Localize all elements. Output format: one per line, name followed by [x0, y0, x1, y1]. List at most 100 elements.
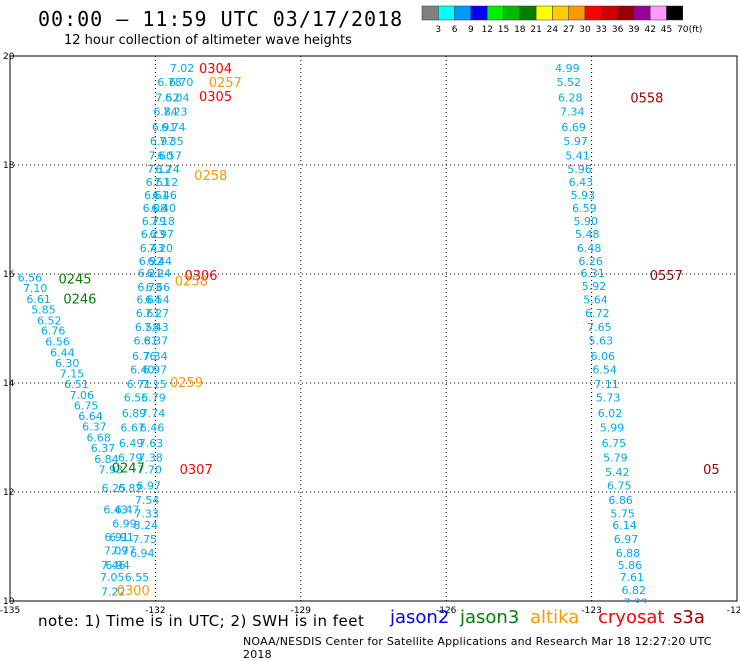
wave-height-value: 4.99: [555, 62, 580, 75]
wave-height-value: 5.75: [610, 507, 635, 520]
wave-height-value: 6.79: [118, 452, 143, 465]
pass-time-label: 0307: [180, 463, 213, 478]
wave-height-value: 7.11: [594, 378, 619, 391]
wave-height-value: 5.73: [596, 392, 621, 405]
wave-height-value: 6.54: [145, 294, 170, 307]
wave-height-value: 6.68: [86, 432, 111, 445]
wave-height-value: 6.91: [152, 121, 177, 134]
wave-height-value: 6.26: [578, 255, 603, 268]
wave-height-value: 6.02: [598, 407, 623, 420]
wave-height-value: 6.97: [149, 228, 174, 241]
pass-time-label: 0258: [194, 169, 227, 184]
wave-height-value: 5.63: [589, 334, 614, 347]
wave-height-value: 6.47: [115, 503, 140, 516]
wave-height-value: 6.84: [94, 453, 119, 466]
wave-height-chart: -135-132-129-126-123-1202018161412106.56…: [0, 52, 740, 616]
colorbar-label: 9: [468, 25, 474, 34]
wave-height-value: 6.74: [161, 121, 186, 134]
y-tick-label: 18: [3, 161, 15, 171]
wave-height-value: 6.57: [157, 150, 182, 163]
wave-height-value: 6.40: [130, 363, 155, 376]
wave-height-value: 7.02: [170, 62, 195, 75]
colorbar-label: 70: [677, 25, 689, 34]
y-tick-label: 16: [3, 270, 15, 280]
wave-height-value: 5.52: [557, 76, 582, 89]
colorbar-legend: 3 6 9 12 15 18 21 24 27 30 33 36 39 42 45 70 (ft): [421, 5, 703, 34]
wave-height-value: 6.49: [119, 437, 144, 450]
colorbar-label: 18: [514, 25, 526, 34]
wave-height-value: 7.63: [139, 437, 164, 450]
wave-height-value: 6.56: [18, 271, 43, 284]
pass-time-label: 0300: [117, 584, 150, 599]
wave-height-value: 6.56: [45, 336, 70, 349]
colorbar-label: 30: [579, 25, 591, 34]
wave-height-value: 6.61: [26, 293, 51, 306]
wave-height-value: 5.79: [603, 452, 628, 465]
wave-height-value: 6.97: [143, 363, 168, 376]
y-tick-label: 10: [3, 597, 15, 607]
legend-jason3: jason3: [460, 607, 520, 628]
wave-height-value: 6.55: [125, 571, 150, 584]
data-layer: 6.567.106.615.856.526.766.566.446.307.15…: [18, 62, 720, 603]
wave-height-value: 6.76: [132, 350, 157, 363]
wave-height-value: 7.06: [69, 389, 94, 402]
wave-height-value: 6.92: [139, 255, 164, 268]
wave-height-value: 6.55: [124, 392, 149, 405]
wave-height-value: 6.73: [137, 281, 162, 294]
wave-height-value: 7.38: [138, 452, 163, 465]
wave-height-value: 5.90: [574, 215, 599, 228]
wave-height-value: 6.67: [120, 422, 145, 435]
y-tick-label: 12: [3, 488, 14, 498]
wave-height-value: 5.97: [563, 135, 588, 148]
pass-time-label: 0306: [184, 269, 217, 284]
y-tick-label: 20: [3, 52, 15, 62]
colorbar-label: 21: [530, 25, 541, 34]
wave-height-value: 6.37: [82, 421, 107, 434]
wave-height-value: 7.60: [148, 150, 173, 163]
wave-height-value: 7.18: [150, 215, 175, 228]
wave-height-value: 7.74: [141, 407, 166, 420]
wave-height-value: 6.75: [602, 437, 627, 450]
wave-height-value: 7.77: [111, 544, 136, 557]
wave-height-value: 7.22: [101, 586, 126, 599]
legend-altika: altika: [530, 607, 580, 628]
pass-time-label: 0246: [63, 293, 96, 308]
wave-height-value: 6.54: [592, 363, 617, 376]
wave-height-value: 6.04: [165, 91, 190, 104]
wave-height-value: 6.71: [127, 378, 152, 391]
wave-height-value: 6.94: [105, 559, 130, 572]
colorbar-label: 39: [628, 25, 640, 34]
wave-height-value: 6.14: [612, 519, 637, 532]
wave-height-value: 7.15: [60, 368, 85, 381]
wave-height-value: 6.37: [91, 442, 116, 455]
wave-height-value: 6.64: [78, 410, 103, 423]
y-tick-label: 14: [3, 379, 15, 389]
wave-height-value: 6.23: [141, 228, 166, 241]
wave-height-value: 6.97: [150, 135, 175, 148]
wave-height-value: 5.93: [571, 189, 596, 202]
wave-height-value: 5.86: [618, 559, 643, 572]
wave-height-value: 7.65: [587, 321, 612, 334]
wave-height-value: 6.97: [136, 479, 161, 492]
wave-height-value: 6.24: [147, 267, 172, 280]
wave-height-value: 6.64: [136, 294, 161, 307]
wave-height-value: 6.82: [118, 482, 143, 495]
wave-height-value: 7.10: [23, 282, 48, 295]
colorbar-label: 27: [563, 25, 574, 34]
wave-height-value: 6.75: [607, 479, 632, 492]
wave-height-value: 6.58: [135, 321, 160, 334]
wave-height-value: 6.51: [64, 378, 89, 391]
colorbar-label: 36: [612, 25, 624, 34]
wave-height-value: 6.40: [151, 202, 176, 215]
colorbar-unit: (ft): [689, 25, 703, 34]
wave-height-value: 6.97: [614, 533, 639, 546]
wave-height-value: 6.66: [146, 281, 171, 294]
wave-height-value: 6.61: [144, 189, 169, 202]
wave-height-value: 6.79: [141, 392, 166, 405]
wave-height-value: 6.99: [112, 518, 137, 531]
wave-height-value: 6.44: [50, 346, 75, 359]
wave-height-value: 6.75: [74, 399, 99, 412]
wave-height-value: 6.78: [157, 76, 182, 89]
wave-height-value: 8.24: [133, 519, 158, 532]
plot-frame: [9, 55, 738, 602]
